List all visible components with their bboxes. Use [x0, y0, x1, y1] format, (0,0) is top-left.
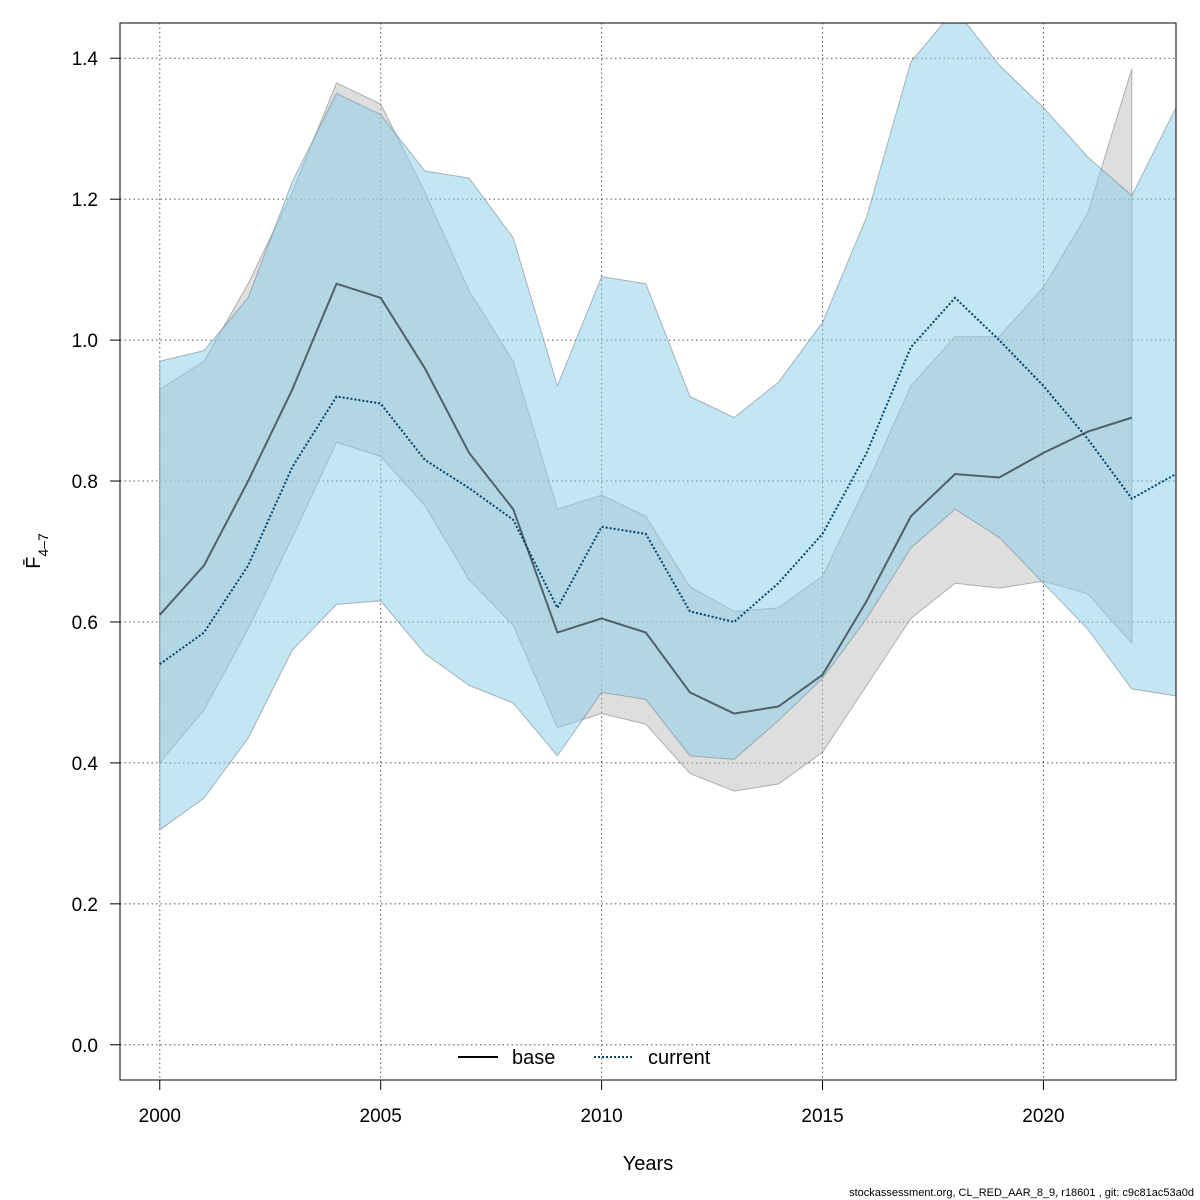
y-tick-label: 1.2 [72, 190, 98, 211]
data-point-base [335, 283, 337, 285]
data-point-current [1131, 497, 1133, 499]
data-point-current [600, 526, 602, 528]
svg-text:F̄4–7: F̄4–7 [22, 533, 51, 569]
data-point-base [424, 367, 426, 369]
data-point-current [424, 459, 426, 461]
data-point-current [335, 395, 337, 397]
x-tick-label: 2015 [801, 1106, 843, 1127]
data-point-base [733, 712, 735, 714]
data-point-current [821, 533, 823, 535]
data-point-base [600, 617, 602, 619]
x-tick-label: 2005 [360, 1106, 402, 1127]
y-tick-label: 1.4 [72, 49, 99, 70]
data-point-base [689, 691, 691, 693]
legend-base-label: base [512, 1047, 555, 1069]
y-tick-label: 0.4 [72, 754, 99, 775]
data-point-base [379, 297, 381, 299]
data-point-base [1131, 416, 1133, 418]
data-point-base [954, 473, 956, 475]
x-axis-title: Years [623, 1153, 673, 1175]
data-point-current [689, 610, 691, 612]
plot-frame [119, 22, 1177, 1081]
data-point-current [645, 533, 647, 535]
data-point-current [203, 631, 205, 633]
series-line-current [159, 296, 1176, 666]
data-point-base [866, 600, 868, 602]
data-point-base [556, 631, 558, 633]
x-tick-label: 2010 [580, 1106, 622, 1127]
data-point-current [910, 346, 912, 348]
legend-current-label: current [648, 1047, 711, 1069]
data-point-current [291, 466, 293, 468]
data-point-base [910, 515, 912, 517]
data-point-base [645, 631, 647, 633]
data-point-base [512, 508, 514, 510]
data-point-current [998, 339, 1000, 341]
series-lines [159, 282, 1176, 715]
data-point-base [821, 674, 823, 676]
data-point-base [203, 564, 205, 566]
y-tick-label: 0.0 [72, 1036, 98, 1057]
data-point-current [512, 519, 514, 521]
x-tick-label: 2020 [1022, 1106, 1064, 1127]
confidence-bands [159, 23, 1176, 831]
data-point-current [159, 663, 161, 665]
data-point-current [556, 607, 558, 609]
data-point-current [247, 564, 249, 566]
x-axis: 2000 2005 2010 2015 2020 [139, 1080, 1065, 1127]
data-point-current [777, 582, 779, 584]
y-axis-title-subscript: 4–7 [35, 533, 51, 557]
data-point-base [159, 614, 161, 616]
data-point-current [1042, 385, 1044, 387]
data-point-base [468, 452, 470, 454]
data-point-base [291, 388, 293, 390]
series-line-base [159, 282, 1133, 715]
y-tick-label: 0.8 [72, 472, 98, 493]
y-axis-title: F̄4–7 [22, 533, 51, 569]
x-tick-label: 2000 [139, 1106, 181, 1127]
footer-credit: stockassessment.org, CL_RED_AAR_8_9, r18… [849, 1187, 1194, 1199]
data-point-current [733, 621, 735, 623]
y-axis: 0.0 0.2 0.4 0.6 0.8 1.0 1.2 1.4 [72, 49, 120, 1057]
data-point-current [379, 402, 381, 404]
y-tick-label: 0.6 [72, 613, 98, 634]
y-tick-label: 0.2 [72, 895, 98, 916]
data-point-current [468, 487, 470, 489]
data-point-base [1086, 431, 1088, 433]
data-point-current [866, 452, 868, 454]
data-point-current [954, 297, 956, 299]
data-point-base [998, 476, 1000, 478]
y-axis-title-main: F̄ [22, 557, 45, 569]
legend: base current [458, 1047, 711, 1069]
data-point-current [1086, 438, 1088, 440]
data-point-base [1042, 452, 1044, 454]
data-point-base [247, 480, 249, 482]
band-current [159, 23, 1176, 831]
data-point-base [777, 705, 779, 707]
y-tick-label: 1.0 [72, 331, 98, 352]
